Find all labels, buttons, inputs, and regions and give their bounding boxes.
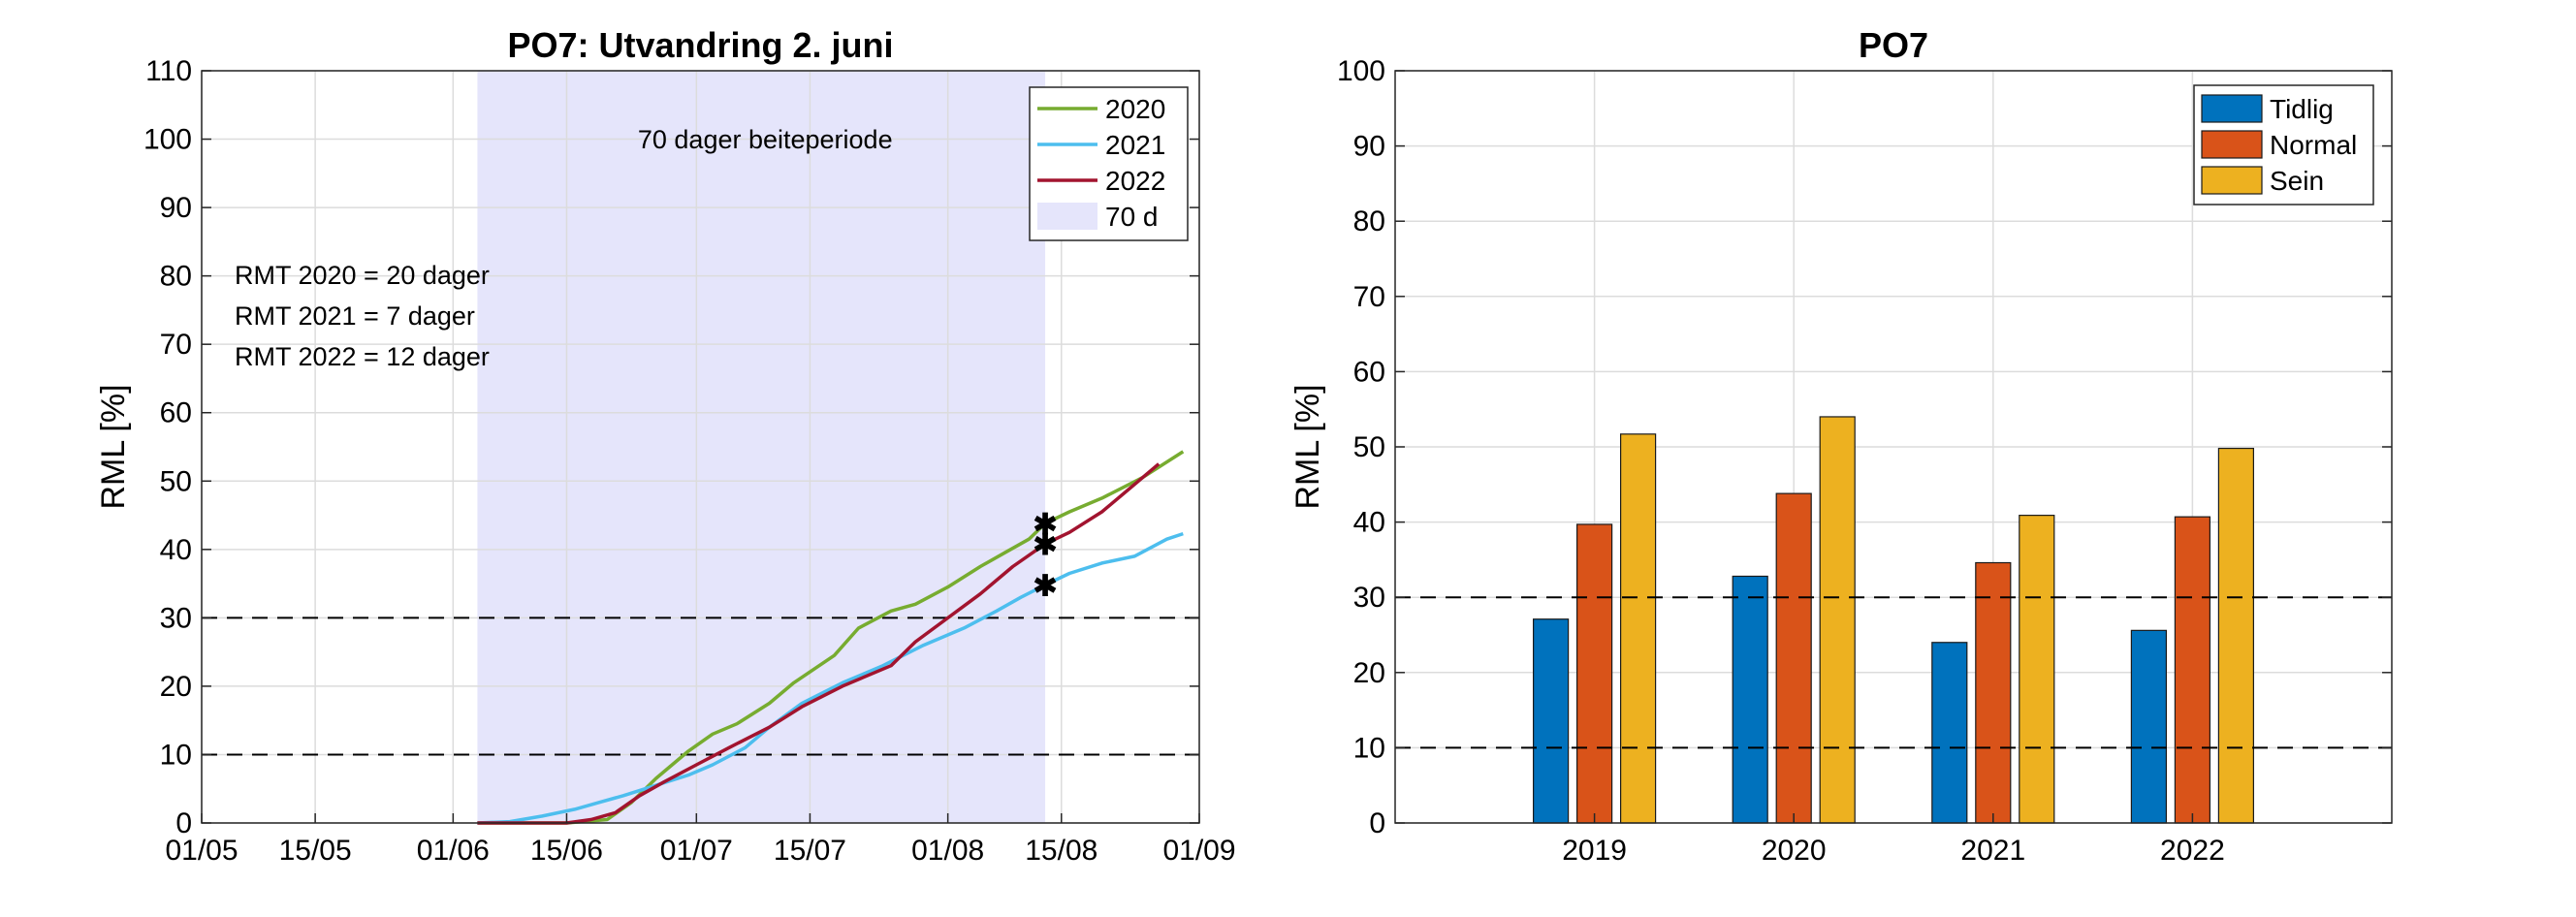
y-tick-label: 70 [160, 329, 192, 361]
legend-label-Normal: Normal [2270, 130, 2357, 160]
x-tick-label: 2021 [1960, 835, 2025, 867]
y-tick-label: 20 [160, 671, 192, 703]
bar-Normal-2020 [1775, 492, 1812, 824]
legend-label-Tidlig: Tidlig [2270, 94, 2334, 124]
marker-star-2022: ✱ [1033, 529, 1057, 561]
y-tick-label: 40 [1353, 507, 1385, 539]
rmt-annotation: RMT 2020 = 20 dager [235, 261, 490, 290]
y-tick-label: 80 [1353, 206, 1385, 237]
bar-Normal-2021 [1975, 561, 2012, 824]
bar-Sein-2020 [1819, 416, 1856, 824]
y-tick-label: 30 [160, 602, 192, 634]
shaded-region-70d [477, 71, 1046, 823]
y-tick-label: 50 [1353, 431, 1385, 463]
x-tick-label: 2020 [1762, 835, 1827, 867]
legend-box [1029, 86, 1189, 241]
x-tick-label: 15/08 [1025, 835, 1097, 867]
bar-Tidlig-2021 [1931, 642, 1968, 824]
y-tick-label: 0 [175, 807, 192, 839]
legend-swatch-Tidlig [2201, 94, 2263, 123]
x-tick-label: 15/07 [774, 835, 846, 867]
x-tick-label: 2022 [2160, 835, 2225, 867]
y-tick-label: 20 [1353, 657, 1385, 689]
y-axis-label: RML [%] [95, 384, 132, 509]
x-tick-label: 01/07 [660, 835, 733, 867]
y-tick-label: 110 [145, 55, 192, 87]
y-tick-label: 60 [1353, 356, 1385, 388]
y-axis-label: RML [%] [1289, 384, 1326, 509]
marker-star-2020: ✱ [1033, 509, 1057, 541]
y-tick-label: 50 [160, 465, 192, 497]
bar-Normal-2022 [2174, 516, 2210, 824]
legend-label-Sein: Sein [2270, 166, 2324, 196]
x-tick-label: 01/06 [417, 835, 490, 867]
y-tick-label: 90 [160, 192, 192, 224]
legend-swatch-70d [1037, 203, 1097, 230]
bar-Normal-2019 [1575, 523, 1613, 824]
axes-box [201, 70, 1200, 824]
legend-label-2020: 2020 [1105, 94, 1165, 124]
legend-swatch-Sein [2201, 166, 2263, 195]
y-tick-label: 70 [1353, 281, 1385, 313]
y-tick-label: 40 [160, 534, 192, 566]
y-tick-label: 80 [160, 261, 192, 293]
series-line-2022 [477, 462, 1161, 825]
y-tick-label: 100 [1337, 55, 1385, 87]
chart-title: PO7 [1859, 25, 1928, 65]
x-tick-label: 01/05 [165, 835, 238, 867]
legend-swatch-Normal [2201, 130, 2263, 159]
bar-Tidlig-2019 [1532, 618, 1570, 824]
legend-label-2021: 2021 [1105, 130, 1165, 160]
bar-Sein-2021 [2019, 515, 2055, 824]
rmt-annotation: RMT 2021 = 7 dager [235, 301, 475, 331]
shaded-region-annotation: 70 dager beiteperiode [638, 125, 893, 154]
y-tick-label: 10 [160, 739, 192, 771]
series-line-2021 [477, 531, 1184, 825]
x-tick-label: 2019 [1562, 835, 1627, 867]
x-tick-label: 01/08 [911, 835, 984, 867]
y-tick-label: 60 [160, 397, 192, 429]
bar-Tidlig-2022 [2130, 629, 2167, 824]
x-tick-label: 01/09 [1162, 835, 1235, 867]
marker-star-2021: ✱ [1033, 571, 1057, 603]
bar-Sein-2019 [1619, 433, 1657, 824]
y-tick-label: 0 [1369, 807, 1385, 839]
bar-Sein-2022 [2217, 447, 2254, 824]
bar-chart-po7: 0 10 20 30 40 50 60 70 80 90 100 2019 2020 2021 2022 PO… [1289, 25, 2393, 867]
y-tick-label: 100 [143, 124, 192, 156]
y-tick-label: 30 [1353, 582, 1385, 614]
x-tick-label: 15/05 [279, 835, 352, 867]
bar-Tidlig-2020 [1732, 575, 1768, 824]
x-tick-label: 15/06 [530, 835, 603, 867]
y-tick-label: 10 [1353, 732, 1385, 764]
legend-label-2022: 2022 [1105, 166, 1165, 196]
chart-title: PO7: Utvandring 2. juni [507, 25, 893, 65]
legend-label-70d: 70 d [1105, 202, 1159, 232]
y-tick-label: 90 [1353, 131, 1385, 163]
rmt-annotation: RMT 2022 = 12 dager [235, 342, 490, 371]
